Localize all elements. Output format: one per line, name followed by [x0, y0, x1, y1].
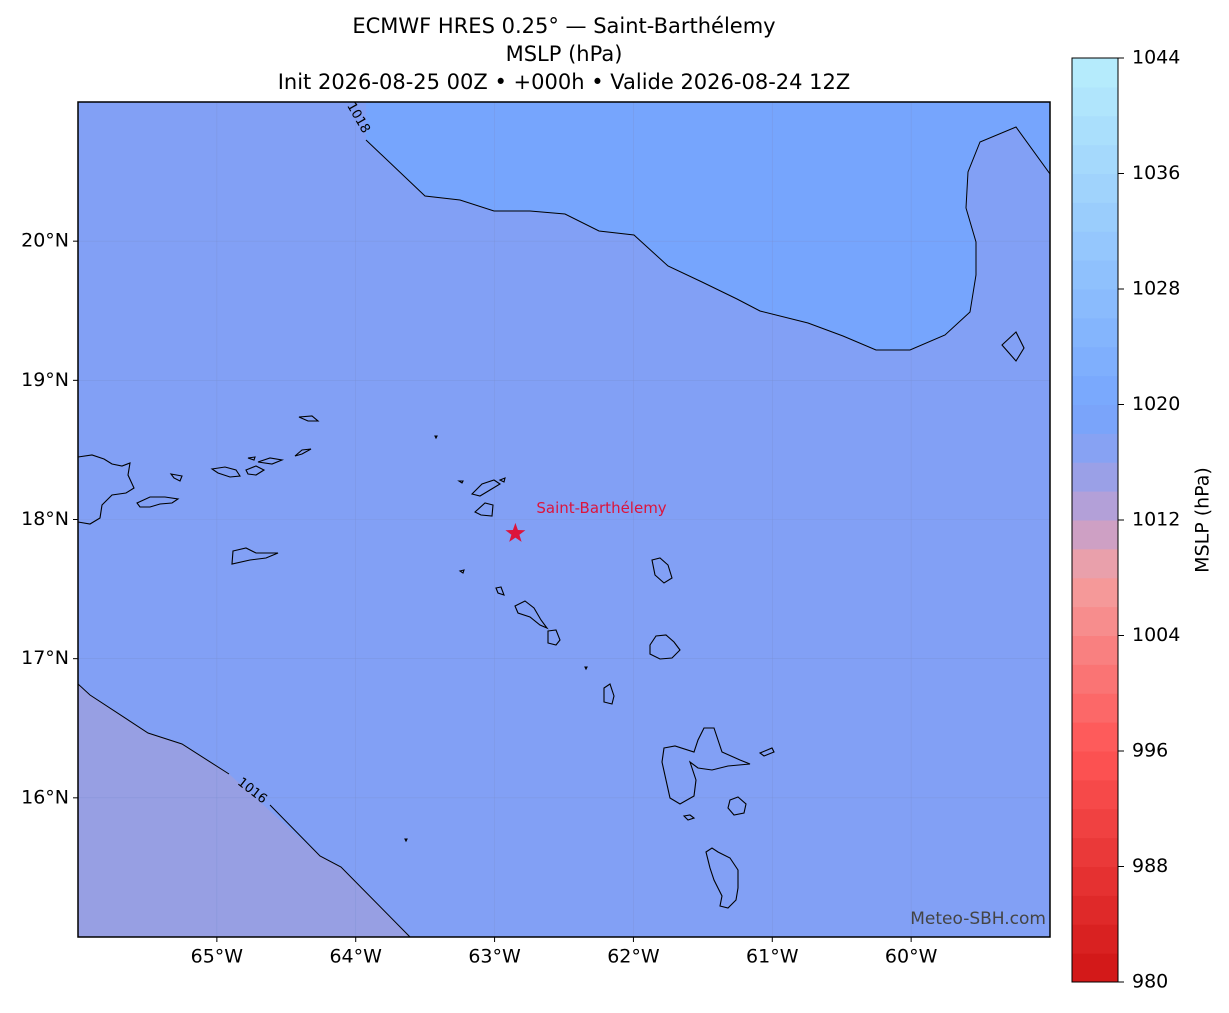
title: ECMWF HRES 0.25° — Saint-Barthélemy [352, 14, 775, 38]
colorbar-band [1072, 520, 1118, 550]
colorbar-band [1072, 953, 1118, 983]
colorbar-band [1072, 86, 1118, 117]
colorbar-tick-label: 996 [1132, 740, 1168, 762]
colorbar-band [1072, 375, 1118, 405]
x-tick-label: 65°W [191, 946, 244, 968]
location-label: Saint-Barthélemy [536, 499, 666, 517]
y-tick-label: 16°N [21, 786, 69, 808]
colorbar-band [1072, 664, 1118, 694]
colorbar-band [1072, 866, 1118, 896]
x-tick-label: 64°W [329, 946, 382, 968]
colorbar-band [1072, 606, 1118, 636]
colorbar-band [1072, 895, 1118, 925]
colorbar-band [1072, 577, 1118, 608]
colorbar-band [1072, 779, 1118, 810]
colorbar-band [1072, 722, 1118, 752]
x-tick-label: 60°W [885, 946, 938, 968]
colorbar-band [1072, 317, 1118, 348]
colorbar-band [1072, 346, 1118, 377]
colorbar-band [1072, 231, 1118, 261]
colorbar-band [1072, 433, 1118, 463]
colorbar-tick-label: 988 [1132, 855, 1168, 877]
colorbar-tick-label: 1004 [1132, 624, 1180, 646]
y-tick-label: 20°N [21, 230, 69, 252]
colorbar-band [1072, 751, 1118, 781]
colorbar-band [1072, 462, 1118, 492]
subtitle: MSLP (hPa) [506, 42, 623, 66]
colorbar-band [1072, 548, 1118, 579]
y-tick-label: 19°N [21, 369, 69, 391]
colorbar-band [1072, 837, 1118, 867]
low-pressure-zone [78, 684, 410, 937]
colorbar-tick-label: 1028 [1132, 278, 1180, 300]
colorbar-tick-label: 1036 [1132, 162, 1180, 184]
colorbar-tick-label: 1012 [1132, 509, 1180, 531]
colorbar: 980 988 996 1004 1012 1020 1028 1036 1044 [1071, 47, 1180, 993]
colorbar-tick-label: 1044 [1132, 47, 1180, 69]
watermark: Meteo-SBH.com [910, 909, 1046, 929]
grid [78, 102, 1050, 937]
colorbar-band [1072, 924, 1118, 954]
x-tick-label: 63°W [468, 946, 521, 968]
colorbar-band [1072, 115, 1118, 146]
colorbar-tick-label: 1020 [1132, 393, 1180, 415]
isobar [365, 126, 1050, 351]
y-tick-label: 18°N [21, 508, 69, 530]
colorbar-band [1072, 260, 1118, 290]
y-tick-label: 17°N [21, 647, 69, 669]
colorbar-band [1072, 693, 1118, 723]
high-pressure-zone [366, 102, 1050, 350]
x-tick-label: 62°W [607, 946, 660, 968]
colorbar-band [1072, 289, 1118, 319]
colorbar-band [1072, 202, 1118, 232]
isobar [78, 683, 411, 937]
colorbar-band [1072, 144, 1118, 174]
colorbar-tick-label: 980 [1132, 971, 1168, 993]
run-info: Init 2026-08-25 00Z • +000h • Valide 202… [278, 70, 851, 94]
location-marker [505, 522, 526, 542]
colorbar-band [1072, 635, 1118, 665]
map-area: 1018 1016 [78, 102, 1050, 937]
coastlines [78, 331, 1025, 909]
colorbar-band [1072, 173, 1118, 203]
colorbar-band [1072, 404, 1118, 434]
colorbar-band [1072, 808, 1118, 839]
colorbar-band [1072, 58, 1118, 88]
x-tick-label: 61°W [746, 946, 799, 968]
colorbar-band [1072, 491, 1118, 521]
colorbar-label: MSLP (hPa) [1192, 467, 1214, 573]
